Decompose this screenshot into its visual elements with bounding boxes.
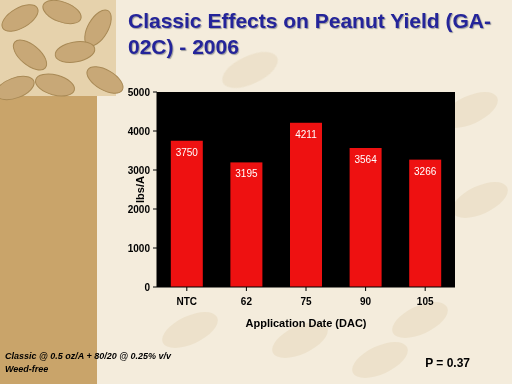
y-axis (157, 92, 158, 287)
x-tick-label: 90 (360, 296, 372, 307)
x-tick-label: 75 (300, 296, 312, 307)
y-tick-label: 2000 (128, 204, 151, 215)
y-tick-label: 0 (144, 282, 150, 293)
y-tick (153, 209, 157, 210)
x-axis-label: Application Date (DAC) (246, 317, 367, 329)
data-label: 3195 (235, 168, 258, 179)
bar (409, 160, 441, 287)
bar (350, 148, 382, 287)
bar (171, 141, 203, 287)
peanut-pattern (157, 45, 512, 384)
data-label: 3750 (176, 147, 199, 158)
y-tick (153, 92, 157, 93)
plot-area (157, 92, 455, 287)
x-tick (425, 287, 426, 291)
peanut (40, 0, 84, 28)
peanut-shape (387, 295, 453, 346)
peanut-image (0, 0, 127, 104)
y-tick-label: 1000 (128, 243, 151, 254)
y-tick-label: 4000 (128, 126, 151, 137)
y-tick (153, 131, 157, 132)
peanut (54, 39, 97, 66)
x-axis (157, 287, 455, 288)
y-tick (153, 287, 157, 288)
peanut-shape (157, 305, 223, 356)
bars (171, 123, 441, 287)
background (0, 0, 512, 384)
peanut (83, 61, 128, 98)
slide: {"chart_data": {"type": "bar", "title": … (0, 0, 512, 384)
x-tick-label: 62 (241, 296, 253, 307)
data-label: 4211 (295, 129, 317, 140)
annotation: Weed-free (5, 364, 48, 374)
y-tick (153, 248, 157, 249)
x-tick (246, 287, 247, 291)
bar (230, 162, 262, 287)
x-tick (365, 287, 366, 291)
data-label: 3266 (414, 166, 437, 177)
y-tick-label: 3000 (128, 165, 151, 176)
peanut (0, 0, 42, 37)
x-tick-label: NTC (177, 296, 198, 307)
y-axis-label: lbs/A (134, 176, 146, 203)
peanut (0, 72, 37, 104)
y-tick (153, 170, 157, 171)
title: Classic Effects on Peanut Yield (GA-02C)… (128, 8, 500, 60)
annotation: Classic @ 0.5 oz/A + 80/20 @ 0.25% v/v (5, 351, 172, 361)
x-tick (186, 287, 187, 291)
bar (290, 123, 322, 287)
data-label: 3564 (354, 154, 377, 165)
labels: 3750 NTC 3195 62 4211 75 3564 90 3266 105 (176, 129, 437, 307)
x-tick-label: 105 (417, 296, 434, 307)
canvas: 0 1000 2000 3000 4000 5000 lbs/A 3750 NTC 3195 62 4… (0, 0, 512, 384)
peanut (8, 34, 51, 75)
peanut-shape (447, 175, 512, 226)
annotation: P = 0.37 (425, 356, 470, 370)
peanut (33, 70, 77, 100)
y-tick-label: 5000 (128, 87, 151, 98)
peanut-shape (347, 335, 413, 384)
x-tick (306, 287, 307, 291)
